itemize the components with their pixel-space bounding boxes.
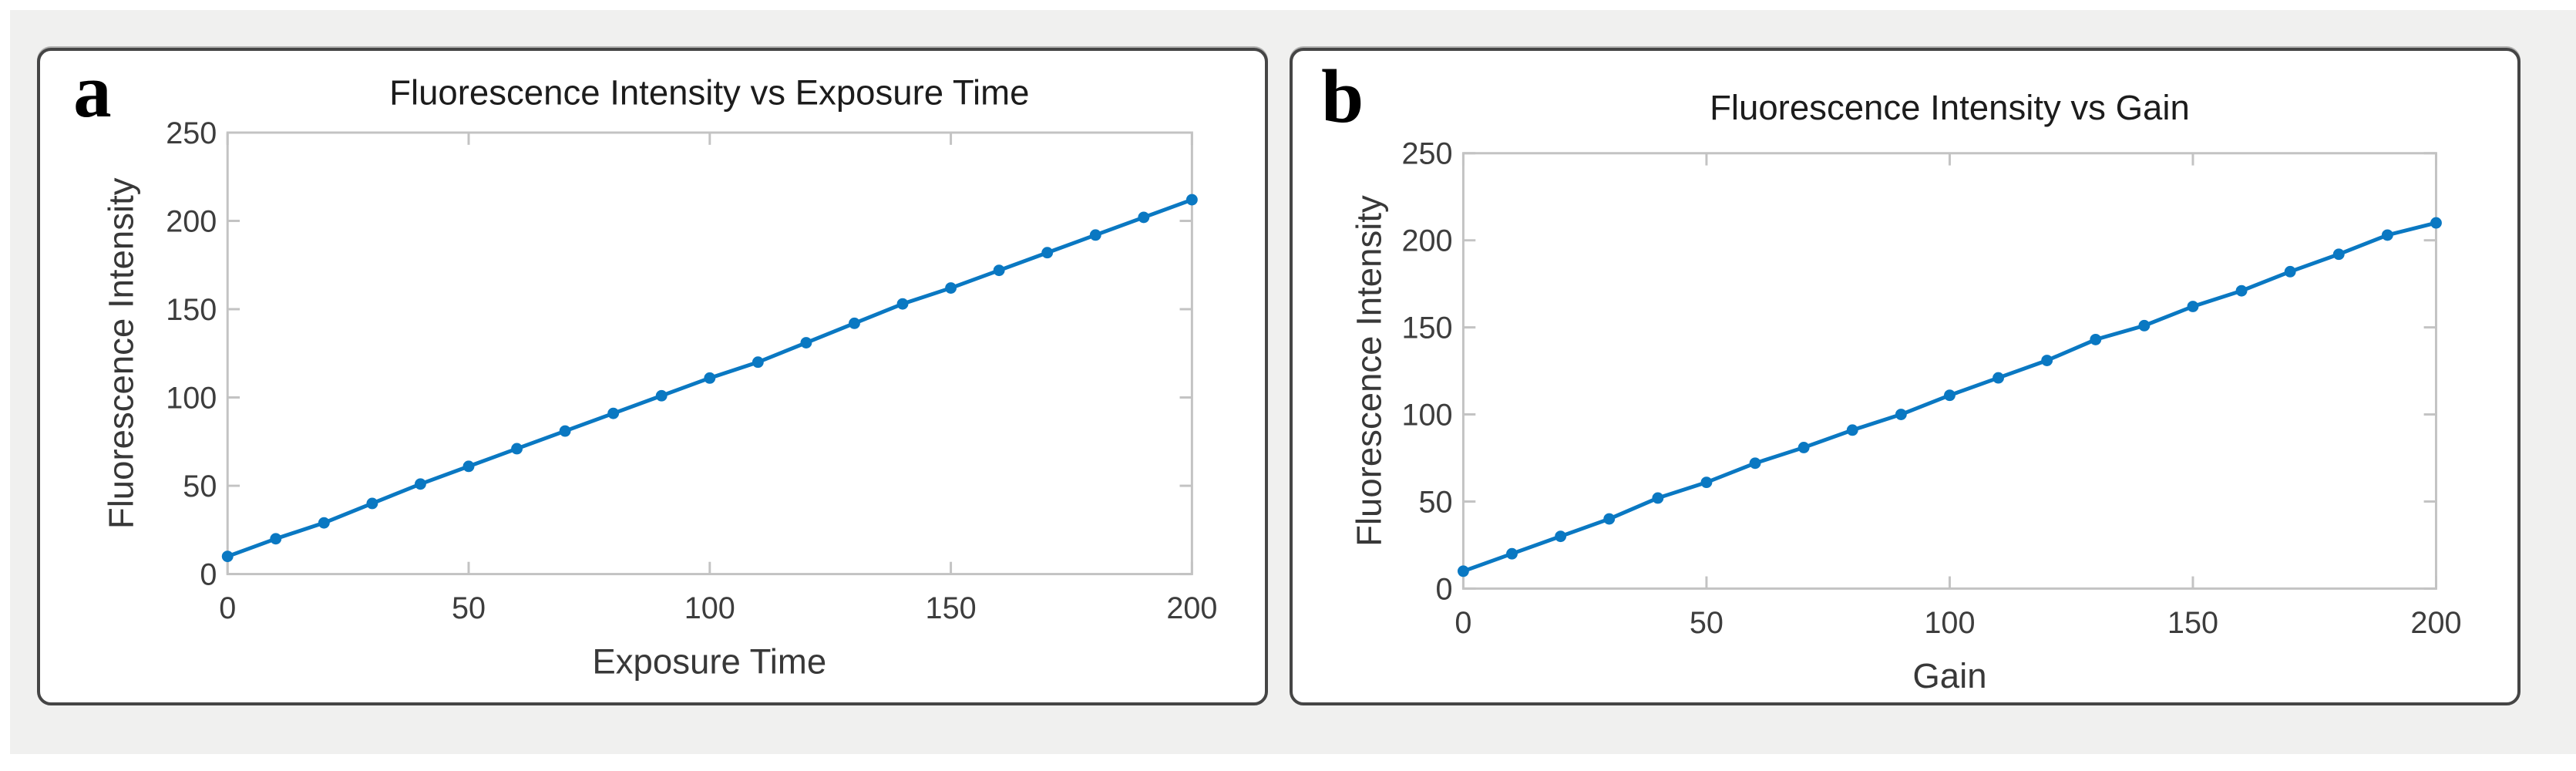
chart-a-title: Fluorescence Intensity vs Exposure Time	[389, 72, 1029, 112]
data-point	[2381, 229, 2393, 241]
data-point	[462, 460, 475, 473]
data-point	[1555, 530, 1567, 543]
chart-b-title: Fluorescence Intensity vs Gain	[1710, 88, 2190, 127]
data-point	[2284, 265, 2296, 278]
data-point	[1797, 442, 1810, 453]
data-point	[655, 389, 668, 402]
data-point	[1749, 457, 1761, 470]
y-tick-label: 250	[1401, 137, 1452, 171]
data-point	[1138, 211, 1150, 224]
panel-letter-b: b	[1321, 55, 1364, 139]
data-point	[559, 425, 571, 437]
data-point	[1089, 229, 1101, 241]
y-tick-label: 50	[183, 470, 217, 503]
panel-letter-a: a	[73, 51, 112, 133]
data-point	[1603, 513, 1616, 525]
y-tick-label: 250	[166, 116, 217, 150]
x-tick-label: 50	[1690, 606, 1723, 640]
chart-b-xlabel: Gain	[1912, 656, 1986, 695]
data-point	[945, 282, 957, 294]
data-point	[2332, 248, 2345, 261]
y-tick-label: 0	[1436, 572, 1453, 606]
x-tick-label: 200	[1166, 591, 1217, 625]
data-point	[896, 298, 909, 310]
data-point	[993, 264, 1005, 277]
y-tick-label: 0	[200, 557, 217, 591]
data-point	[1846, 424, 1858, 436]
data-point	[270, 533, 282, 545]
y-tick-label: 150	[166, 293, 217, 327]
chart-a-fluorescence-vs-exposure: a Fluorescence Intensity vs Exposure Tim…	[73, 51, 1217, 681]
data-point	[1652, 492, 1664, 504]
data-point	[415, 478, 426, 490]
data-point	[511, 443, 523, 455]
y-tick-label: 200	[1401, 224, 1452, 258]
y-tick-label: 150	[1401, 311, 1452, 345]
x-tick-label: 100	[1924, 606, 1975, 640]
data-point	[1700, 476, 1713, 489]
data-point	[752, 356, 764, 369]
x-tick-label: 200	[2410, 606, 2461, 640]
data-point	[607, 407, 620, 419]
data-point	[1185, 194, 1198, 206]
x-tick-label: 0	[219, 591, 236, 625]
data-point	[2187, 301, 2199, 312]
data-point	[1041, 247, 1054, 259]
data-point	[2430, 217, 2442, 229]
chart-a-ylabel: Fluorescence Intensity	[101, 177, 140, 529]
data-point	[849, 317, 860, 329]
data-point	[1895, 409, 1907, 420]
y-tick-label: 200	[166, 204, 217, 238]
chart-a-plot-area: 0 50 100 150 200 0 50 100 150 200 250	[166, 116, 1217, 625]
panel-a: a Fluorescence Intensity vs Exposure Tim…	[37, 48, 1268, 705]
chart-a-xlabel: Exposure Time	[592, 641, 826, 681]
data-point	[1506, 547, 1518, 560]
x-tick-label: 150	[2167, 606, 2218, 640]
panel-b: b Fluorescence Intensity vs Gain Gain Fl…	[1290, 48, 2521, 705]
data-point	[800, 337, 812, 348]
y-tick-label: 100	[1401, 398, 1452, 432]
x-tick-label: 0	[1454, 606, 1471, 640]
x-tick-label: 50	[452, 591, 486, 625]
data-point	[1993, 372, 2004, 384]
y-tick-label: 100	[166, 381, 217, 415]
data-point	[1457, 565, 1469, 577]
data-point	[2090, 333, 2102, 345]
data-point	[704, 372, 716, 384]
x-tick-label: 150	[926, 591, 977, 625]
data-point	[2138, 319, 2151, 332]
data-point	[2041, 355, 2053, 366]
y-tick-label: 50	[1418, 485, 1452, 519]
data-point	[366, 497, 378, 510]
data-point	[1944, 389, 1956, 402]
chart-b-plot-area: 0 50 100 150 200 0 50 100 150 200 250	[1401, 137, 2461, 640]
chart-b-fluorescence-vs-gain: b Fluorescence Intensity vs Gain Gain Fl…	[1321, 55, 2461, 695]
x-tick-label: 100	[684, 591, 735, 625]
chart-b-ylabel: Fluorescence Intensity	[1349, 195, 1388, 547]
data-point	[2235, 284, 2248, 297]
data-point	[221, 550, 234, 563]
data-point	[318, 517, 330, 529]
